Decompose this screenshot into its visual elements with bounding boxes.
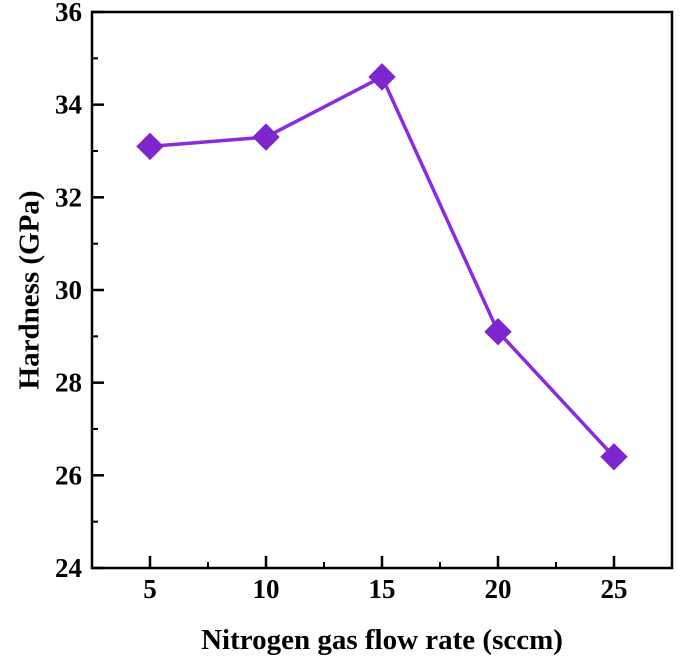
x-tick-label: 10 bbox=[253, 574, 280, 604]
data-point-marker bbox=[252, 123, 280, 151]
plot-frame bbox=[90, 10, 674, 570]
y-axis-label: Hardness (GPa) bbox=[13, 190, 46, 390]
y-tick-label: 26 bbox=[55, 460, 82, 490]
x-tick-label: 20 bbox=[485, 574, 512, 604]
y-tick-label: 32 bbox=[55, 182, 82, 212]
data-point-marker bbox=[600, 443, 628, 471]
y-tick-label: 24 bbox=[55, 553, 82, 583]
x-tick-label: 15 bbox=[369, 574, 396, 604]
data-point-marker bbox=[368, 63, 396, 91]
y-tick-label: 34 bbox=[55, 90, 82, 120]
data-point-marker bbox=[484, 317, 512, 346]
x-tick-label: 25 bbox=[601, 574, 628, 604]
x-axis-label: Nitrogen gas flow rate (sccm) bbox=[201, 624, 563, 656]
y-tick-label: 28 bbox=[55, 368, 82, 398]
data-point-marker bbox=[136, 132, 164, 161]
y-tick-label: 30 bbox=[55, 275, 82, 305]
y-tick-label: 36 bbox=[55, 0, 82, 27]
hardness-series-line bbox=[148, 75, 616, 459]
x-tick-label: 5 bbox=[143, 574, 157, 604]
